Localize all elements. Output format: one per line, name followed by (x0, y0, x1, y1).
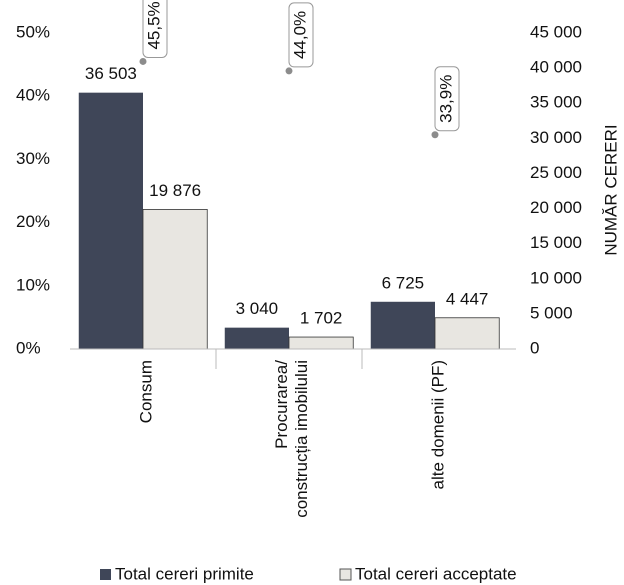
x-tick-label: Consum (136, 360, 155, 423)
y2-tick-label: 0 (530, 338, 539, 357)
y-tick-label: 20% (16, 212, 50, 231)
y-tick-label: 40% (16, 86, 50, 105)
y-tick-label: 30% (16, 149, 50, 168)
point-label: 33,9% (436, 75, 455, 123)
y2-tick-label: 15 000 (530, 233, 582, 252)
y-tick-label: 50% (16, 22, 50, 41)
y-tick-label: 10% (16, 275, 50, 294)
point (285, 67, 293, 75)
x-tick-label: Procurarea/construcția imobilului (272, 360, 311, 518)
y2-tick-label: 30 000 (530, 128, 582, 147)
y2-tick-label: 10 000 (530, 268, 582, 287)
bar (78, 92, 143, 350)
y2-tick-label: 45 000 (530, 22, 582, 41)
value-label: 6 725 (382, 273, 425, 292)
bar (224, 327, 289, 349)
label-box (142, 0, 168, 58)
value-label: 3 040 (236, 299, 279, 318)
value-label: 1 702 (300, 309, 343, 328)
legend-marker (100, 569, 111, 580)
bar (288, 336, 354, 350)
point-label: 45,5% (144, 1, 163, 49)
point (139, 57, 147, 65)
label-box (434, 66, 460, 132)
label-box (288, 2, 314, 68)
x-tick-label: alte domenii (PF) (428, 360, 447, 489)
bar (142, 209, 208, 350)
value-label: 36 503 (85, 64, 137, 83)
legend-marker (339, 568, 352, 581)
bar (370, 301, 435, 349)
y-tick-label: 0% (16, 338, 41, 357)
y2-tick-label: 20 000 (530, 198, 582, 217)
value-label: 4 447 (446, 289, 489, 308)
legend-label: Total cereri acceptate (355, 564, 517, 583)
point (431, 131, 439, 139)
y2-tick-label: 5 000 (530, 303, 573, 322)
y2-tick-label: 35 000 (530, 93, 582, 112)
value-label: 19 876 (149, 181, 201, 200)
legend-label: Total cereri primite (115, 564, 254, 583)
y2-axis-label: NUMĂR CERERI (601, 124, 620, 255)
point-label: 44,0% (290, 11, 309, 59)
bar (434, 317, 500, 350)
y2-tick-label: 40 000 (530, 58, 582, 77)
y2-tick-label: 25 000 (530, 163, 582, 182)
